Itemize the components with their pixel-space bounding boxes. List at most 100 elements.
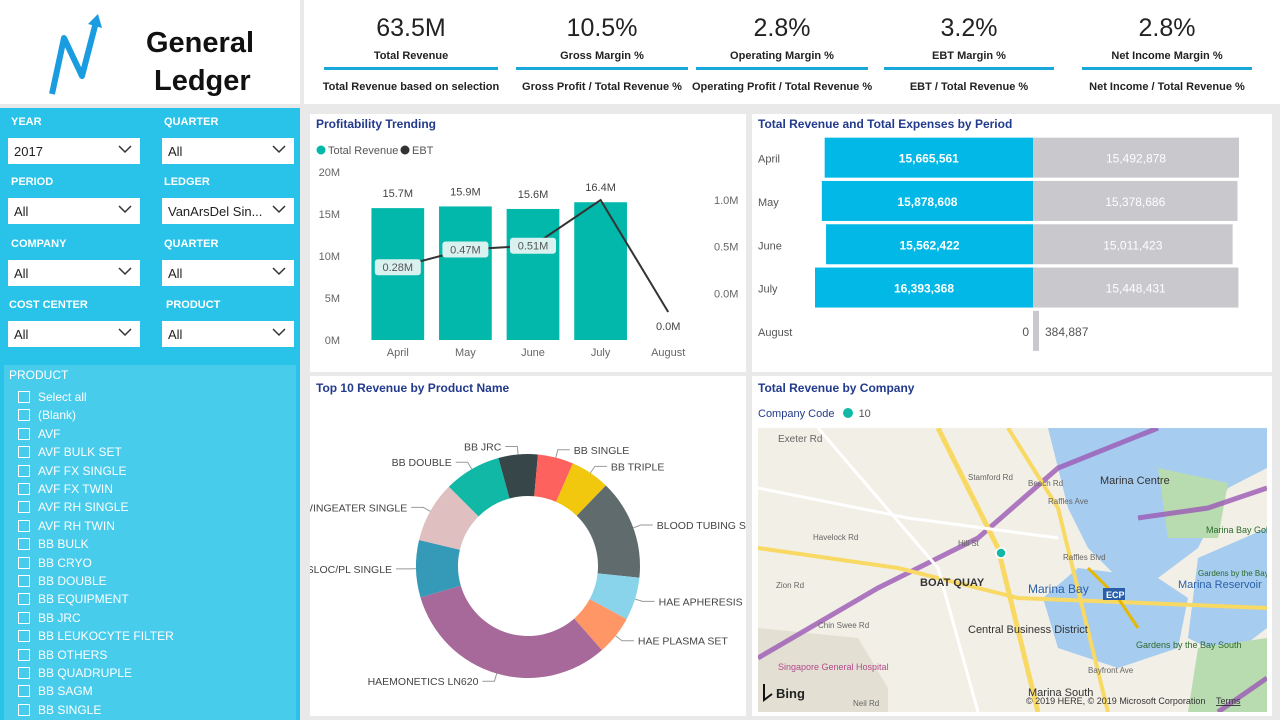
expense-data-label: 15,448,431	[1106, 282, 1166, 296]
product-checkbox-item[interactable]: BB QUADRUPLE	[18, 666, 132, 684]
chart-title: Total Revenue and Total Expenses by Peri…	[758, 117, 1013, 131]
quarter-dropdown[interactable]: All	[162, 138, 294, 164]
map-label: Singapore General Hospital	[778, 662, 889, 672]
checkbox-icon[interactable]	[18, 575, 30, 587]
quarter-2-dropdown-value: All	[168, 266, 183, 281]
product-checkbox-item[interactable]: AVF BULK SET	[18, 445, 122, 463]
kpi-underline	[516, 67, 688, 70]
legend-label-total-revenue: Total Revenue	[328, 145, 398, 157]
product-dropdown-value: All	[168, 327, 183, 342]
product-dropdown[interactable]: All	[162, 321, 294, 347]
product-checkbox-item[interactable]: (Blank)	[18, 408, 76, 426]
kpi-subtitle: EBT / Total Revenue %	[909, 81, 1029, 93]
product-checkbox-item[interactable]: BB LEUKOCYTE FILTER	[18, 629, 174, 647]
legend-marker-total-revenue	[316, 145, 326, 155]
map-label: Stamford Rd	[968, 473, 1013, 482]
map-label: Raffles Ave	[1048, 497, 1089, 506]
map-legend-marker	[842, 408, 853, 418]
checkbox-icon[interactable]	[18, 630, 30, 643]
map-label: Neil Rd	[853, 699, 879, 708]
bar-data-label: 15.9M	[450, 186, 481, 198]
checkbox-icon[interactable]	[18, 501, 30, 514]
bar-data-label: 15.7M	[383, 188, 414, 200]
product-checkbox-item[interactable]: BB OTHERS	[18, 648, 107, 666]
map-canvas[interactable]: Exeter Rd Marina Centre Marina Bay Golf …	[758, 428, 1267, 712]
period-dropdown-value: All	[14, 204, 29, 219]
donut-slice	[574, 599, 627, 651]
product-checkbox-item[interactable]: BB DOUBLE	[18, 574, 107, 592]
category-label: August	[758, 327, 792, 339]
product-checkbox-item[interactable]: BB CRYO	[18, 556, 92, 574]
product-checkbox-item[interactable]: AVF RH TWIN	[18, 519, 115, 537]
product-checkbox-item[interactable]: AVF FX TWIN	[18, 482, 113, 500]
x-axis-tick: July	[591, 347, 611, 359]
product-item-label: (Blank)	[38, 408, 77, 423]
product-checkbox-item[interactable]: AVF RH SINGLE	[18, 500, 128, 518]
product-checkbox-item[interactable]: BB SINGLE	[18, 703, 101, 720]
checkbox-icon[interactable]	[18, 464, 30, 477]
checkbox-icon[interactable]	[18, 446, 30, 459]
donut-label: BB SINGLE	[574, 445, 629, 457]
product-checkbox-item[interactable]: AVF	[18, 427, 60, 445]
quarter-2-dropdown[interactable]: All	[162, 260, 294, 286]
revenue-data-label: 16,393,368	[894, 282, 954, 296]
revenue-data-label: 15,665,561	[899, 152, 959, 166]
map-legend-value: 10	[858, 408, 871, 420]
checkbox-icon[interactable]	[18, 538, 30, 551]
checkbox-icon[interactable]	[18, 685, 30, 698]
chevron-down-icon	[118, 145, 132, 154]
product-checkbox-item[interactable]: BB BULK	[18, 537, 89, 555]
product-checkbox-item[interactable]: BB JRC	[18, 611, 81, 629]
year-dropdown[interactable]: 2017	[8, 138, 140, 164]
checkbox-icon[interactable]	[18, 667, 30, 679]
checkbox-icon[interactable]	[18, 556, 30, 569]
checkbox-icon[interactable]	[18, 611, 30, 624]
checkbox-icon[interactable]	[18, 409, 30, 422]
checkbox-icon[interactable]	[18, 703, 30, 716]
checkbox-icon[interactable]	[18, 483, 30, 495]
ebt-label-bg	[374, 259, 421, 276]
kpi-subtitle: Gross Profit / Total Revenue %	[522, 81, 682, 93]
product-item-label: BB EQUIPMENT	[38, 592, 129, 607]
legend-marker-ebt	[400, 145, 410, 155]
chevron-down-icon	[272, 267, 286, 276]
company-dropdown[interactable]: All	[8, 260, 140, 286]
map-marker-company[interactable]	[995, 547, 1007, 559]
product-checkbox-item[interactable]: Select all	[18, 390, 87, 408]
kpi-label: Gross Margin %	[560, 50, 644, 62]
period-dropdown[interactable]: All	[8, 198, 140, 224]
ledger-dropdown[interactable]: VanArsDel Sin...	[162, 198, 294, 224]
checkbox-icon[interactable]	[18, 593, 30, 606]
ebt-label-bg	[510, 237, 556, 254]
cost-center-dropdown[interactable]: All	[8, 321, 140, 347]
map-terms-link[interactable]: Terms	[1216, 696, 1241, 706]
map-label: Gardens by the Bay East	[1198, 569, 1267, 578]
checkbox-icon[interactable]	[18, 519, 30, 532]
product-checkbox-item[interactable]: AVF FX SINGLE	[18, 464, 126, 482]
year-dropdown-value: 2017	[14, 144, 43, 159]
product-checkbox-item[interactable]: BB SAGM	[18, 684, 93, 702]
y-axis-tick-left: 15M	[319, 209, 340, 221]
donut-label: BB DOUBLE	[392, 457, 452, 469]
bing-logo: Bing	[763, 684, 805, 702]
checkbox-icon[interactable]	[18, 427, 30, 440]
filter-label-period: PERIOD	[11, 176, 54, 188]
logo-panel: General Ledger	[0, 0, 300, 104]
product-item-label: AVF BULK SET	[38, 445, 122, 460]
checkbox-icon[interactable]	[18, 648, 30, 661]
quarter-dropdown-value: All	[168, 144, 183, 159]
kpi-label: Total Revenue	[373, 50, 449, 62]
chart-title: Total Revenue by Company	[758, 381, 915, 395]
chart-title: Profitability Trending	[316, 117, 437, 131]
checkbox-icon[interactable]	[18, 391, 30, 403]
revenue-data-label: 15,878,608	[897, 195, 957, 209]
map-label: Beach Rd	[1028, 479, 1063, 488]
product-checkbox-item[interactable]: BB EQUIPMENT	[18, 592, 129, 610]
donut-leader-line	[455, 461, 473, 470]
expense-data-label: 15,011,423	[1103, 238, 1162, 252]
filter-label-year: YEAR	[11, 116, 42, 128]
kpi-label: Operating Margin %	[730, 50, 834, 62]
profitability-trending-chart: Profitability Trending Total Revenue EBT…	[310, 114, 746, 372]
product-item-label: AVF RH TWIN	[38, 518, 115, 533]
map-label: Bayfront Ave	[1088, 666, 1134, 675]
